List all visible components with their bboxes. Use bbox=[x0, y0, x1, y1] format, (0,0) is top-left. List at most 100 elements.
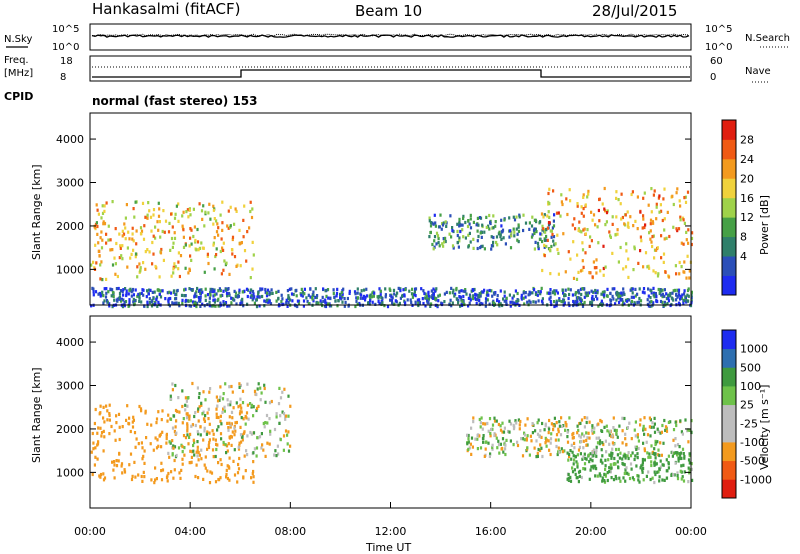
heatmap-cell bbox=[592, 290, 595, 294]
heatmap-cell bbox=[142, 261, 145, 265]
heatmap-cell bbox=[618, 424, 621, 428]
heatmap-cell bbox=[630, 295, 633, 299]
heatmap-cell bbox=[633, 245, 636, 249]
heatmap-cell bbox=[251, 472, 254, 476]
heatmap-cell bbox=[555, 211, 559, 215]
heatmap-cell bbox=[573, 217, 576, 221]
heatmap-cell bbox=[482, 436, 485, 440]
heatmap-cell bbox=[277, 452, 280, 456]
heatmap-cell bbox=[326, 302, 330, 306]
heatmap-cell bbox=[653, 256, 656, 260]
colorbar-tick-label: 8 bbox=[740, 231, 747, 244]
heatmap-cell bbox=[575, 291, 578, 295]
heatmap-cell bbox=[576, 431, 579, 435]
heatmap-cell bbox=[622, 287, 625, 291]
heatmap-cell bbox=[108, 432, 111, 436]
heatmap-cell bbox=[171, 245, 174, 249]
heatmap-cell bbox=[111, 248, 114, 252]
heatmap-cell bbox=[631, 287, 634, 291]
heatmap-cell bbox=[174, 212, 177, 216]
heatmap-cell bbox=[100, 431, 104, 435]
heatmap-cell bbox=[579, 452, 582, 456]
heatmap-cell bbox=[606, 294, 609, 298]
heatmap-cell bbox=[241, 433, 244, 437]
heatmap-cell bbox=[598, 439, 602, 443]
heatmap-cell bbox=[229, 425, 232, 429]
heatmap-cell bbox=[540, 299, 544, 303]
heatmap-cell bbox=[212, 437, 215, 441]
heatmap-cell bbox=[228, 478, 231, 482]
heatmap-cell bbox=[649, 477, 652, 482]
heatmap-cell bbox=[569, 475, 572, 479]
heatmap-cell bbox=[543, 243, 546, 247]
heatmap-cell bbox=[109, 248, 112, 252]
heatmap-cell bbox=[98, 254, 101, 258]
heatmap-cell bbox=[287, 449, 291, 453]
heatmap-cell bbox=[585, 443, 588, 447]
heatmap-cell bbox=[196, 386, 199, 390]
heatmap-cell bbox=[228, 415, 231, 419]
heatmap-cell bbox=[568, 416, 571, 420]
heatmap-cell bbox=[323, 304, 327, 308]
heatmap-cell bbox=[129, 452, 133, 456]
heatmap-cell bbox=[219, 476, 222, 480]
heatmap-cell bbox=[203, 429, 206, 433]
heatmap-cell bbox=[522, 296, 525, 300]
heatmap-cell bbox=[690, 290, 693, 294]
heatmap-cell bbox=[561, 202, 564, 207]
heatmap-cell bbox=[531, 233, 534, 237]
heatmap-cell bbox=[213, 293, 216, 297]
heatmap-cell bbox=[97, 241, 100, 245]
heatmap-cell bbox=[403, 293, 406, 297]
heatmap-cell bbox=[166, 291, 169, 295]
heatmap-cell bbox=[595, 266, 598, 270]
heatmap-cell bbox=[157, 214, 161, 218]
heatmap-cell bbox=[650, 291, 653, 295]
heatmap-cell bbox=[649, 218, 653, 222]
heatmap-cell bbox=[146, 216, 149, 220]
heatmap-cell bbox=[657, 453, 660, 457]
heatmap-cell bbox=[653, 291, 656, 295]
heatmap-cell bbox=[575, 277, 579, 281]
heatmap-cell bbox=[483, 247, 486, 251]
heatmap-cell bbox=[549, 272, 552, 276]
heatmap-cell bbox=[212, 432, 215, 436]
heatmap-cell bbox=[689, 304, 693, 308]
heatmap-cell bbox=[549, 249, 552, 253]
heatmap-cell bbox=[612, 297, 615, 301]
heatmap-cell bbox=[680, 470, 683, 474]
power-heatmap-cells bbox=[90, 186, 694, 309]
heatmap-cell bbox=[581, 241, 584, 245]
heatmap-cell bbox=[236, 295, 239, 299]
heatmap-cell bbox=[203, 224, 206, 228]
heatmap-cell bbox=[128, 298, 131, 302]
heatmap-cell bbox=[683, 454, 686, 459]
heatmap-cell bbox=[550, 432, 553, 436]
heatmap-cell bbox=[217, 226, 220, 230]
heatmap-cell bbox=[619, 479, 622, 483]
heatmap-cell bbox=[183, 453, 186, 457]
heatmap-cell bbox=[92, 293, 95, 297]
colorbar-segment bbox=[722, 367, 736, 387]
heatmap-cell bbox=[586, 195, 589, 199]
heatmap-cell bbox=[495, 419, 498, 423]
heatmap-cell bbox=[565, 424, 568, 428]
heatmap-cell bbox=[546, 214, 549, 218]
heatmap-cell bbox=[233, 448, 236, 452]
heatmap-cell bbox=[358, 301, 361, 306]
heatmap-cell bbox=[134, 475, 137, 479]
heatmap-cell bbox=[168, 304, 171, 308]
heatmap-cell bbox=[512, 215, 515, 219]
heatmap-cell bbox=[664, 428, 667, 432]
heatmap-cell bbox=[99, 426, 102, 430]
heatmap-cell bbox=[655, 295, 658, 299]
heatmap-cell bbox=[363, 288, 366, 292]
heatmap-cell bbox=[184, 294, 187, 298]
heatmap-cell bbox=[206, 430, 209, 434]
heatmap-cell bbox=[165, 437, 168, 441]
heatmap-cell bbox=[249, 276, 252, 280]
heatmap-cell bbox=[289, 444, 292, 448]
heatmap-cell bbox=[214, 480, 218, 484]
heatmap-cell bbox=[175, 297, 178, 301]
heatmap-cell bbox=[202, 417, 206, 421]
